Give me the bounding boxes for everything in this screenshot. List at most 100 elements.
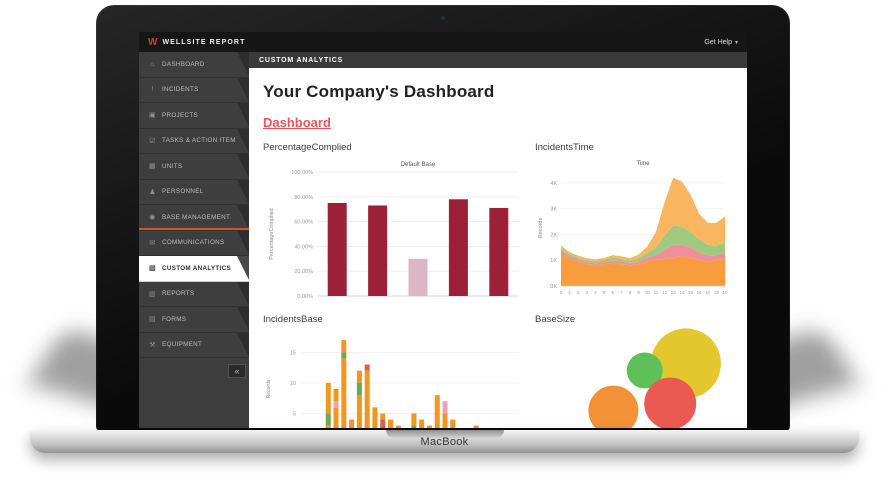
charts-grid: PercentageComplied Default Base Percentag… <box>263 142 733 428</box>
page-title: Your Company's Dashboard <box>263 82 495 101</box>
chevron-down-icon: ▾ <box>734 39 738 46</box>
svg-text:1: 1 <box>568 290 571 295</box>
svg-text:Default Base: Default Base <box>401 162 436 168</box>
svg-text:2: 2 <box>577 290 580 295</box>
sidebar-item-reports[interactable]: ▥ REPORTS <box>139 281 249 307</box>
dashboard-link[interactable]: Dashboard <box>263 115 331 130</box>
app-body: ⌂ DASHBOARD ! INCIDENTS ▣ PROJECTS ☑ TAS… <box>139 52 747 428</box>
sidebar-item-tasks-action-items[interactable]: ☑ TASKS & ACTION ITEMS <box>139 128 249 154</box>
home-icon: ⌂ <box>150 60 155 68</box>
chart-title: IncidentsBase <box>263 314 323 325</box>
svg-text:3: 3 <box>586 290 589 295</box>
device-label: MacBook <box>420 435 469 448</box>
report-icon: ▥ <box>149 290 156 298</box>
sidebar-item-label: COMMUNICATIONS <box>162 239 225 247</box>
svg-text:13: 13 <box>671 290 677 295</box>
svg-text:4: 4 <box>594 290 597 295</box>
svg-text:Time: Time <box>636 161 650 167</box>
svg-text:12: 12 <box>662 290 668 295</box>
chart-title: BaseSize <box>535 314 576 325</box>
brand-name: WELLSITE REPORT <box>162 38 246 46</box>
svg-text:40.00%: 40.00% <box>294 244 313 250</box>
sidebar-item-dashboard[interactable]: ⌂ DASHBOARD <box>139 52 249 78</box>
alert-icon: ! <box>151 86 154 94</box>
sidebar-item-label: INCIDENTS <box>162 86 199 94</box>
sidebar-collapse-button[interactable]: « <box>228 364 246 378</box>
svg-text:7: 7 <box>620 290 623 295</box>
laptop-base: MacBook <box>30 430 859 453</box>
incidentsbase-chart[interactable]: Records 5 10 15 <box>263 328 523 428</box>
svg-text:5: 5 <box>293 411 296 417</box>
get-help-menu[interactable]: Get Help ▾ <box>704 39 738 46</box>
sidebar-item-projects[interactable]: ▣ PROJECTS <box>139 103 249 129</box>
svg-text:15: 15 <box>290 350 296 356</box>
page-header-title: CUSTOM ANALYTICS <box>259 56 344 64</box>
svg-text:80.00%: 80.00% <box>294 195 313 201</box>
sidebar-item-units[interactable]: ▦ UNITS <box>139 154 249 180</box>
sidebar-item-label: UNITS <box>162 162 183 170</box>
main-column: CUSTOM ANALYTICS Your Company's Dashboar… <box>249 52 747 428</box>
svg-text:1K: 1K <box>550 258 557 264</box>
laptop-bezel: W WELLSITE REPORT Get Help ▾ ⌂ DASHBOARD… <box>96 5 790 432</box>
basesize-chart[interactable] <box>535 328 731 428</box>
svg-text:20.00%: 20.00% <box>294 269 313 275</box>
svg-text:15: 15 <box>688 290 694 295</box>
sidebar-item-custom-analytics[interactable]: ▧ CUSTOM ANALYTICS <box>139 256 249 282</box>
svg-text:16: 16 <box>697 290 703 295</box>
sidebar-item-label: PROJECTS <box>162 111 198 119</box>
sidebar-item-forms[interactable]: ▤ FORMS <box>139 307 249 333</box>
sidebar-item-label: CUSTOM ANALYTICS <box>162 264 231 272</box>
sidebar-item-label: FORMS <box>162 315 187 323</box>
form-icon: ▤ <box>149 316 156 324</box>
svg-text:0: 0 <box>560 290 563 295</box>
sidebar-item-label: PERSONNEL <box>162 188 204 196</box>
percentagecomplied-chart[interactable]: Default Base PercentageComplied 0.00% 20.00… <box>263 156 523 304</box>
svg-text:2K: 2K <box>550 232 557 238</box>
sidebar-item-label: BASE MANAGEMENT <box>162 213 231 221</box>
sidebar-item-personnel[interactable]: ♟ PERSONNEL <box>139 179 249 205</box>
svg-text:17: 17 <box>705 290 711 295</box>
wrench-icon: ⚒ <box>149 341 156 349</box>
chart-card-basesize: BaseSize <box>535 314 731 428</box>
svg-text:19: 19 <box>722 290 728 295</box>
svg-text:6: 6 <box>612 290 615 295</box>
svg-text:PercentageComplied: PercentageComplied <box>269 208 275 259</box>
sidebar-item-equipment[interactable]: ⚒ EQUIPMENT <box>139 332 249 358</box>
base-notch <box>385 430 504 438</box>
chart-card-percentagecomplied: PercentageComplied Default Base Percentag… <box>263 142 523 304</box>
svg-text:3K: 3K <box>550 207 557 213</box>
sidebar-item-label: TASKS & ACTION ITEMS <box>162 137 235 145</box>
chart-card-incidentsbase: IncidentsBase Records 5 10 15 <box>263 314 523 428</box>
app-window: W WELLSITE REPORT Get Help ▾ ⌂ DASHBOARD… <box>139 32 747 428</box>
units-icon: ▦ <box>149 163 156 171</box>
chart-title: IncidentsTime <box>535 142 594 153</box>
sidebar-item-incidents[interactable]: ! INCIDENTS <box>139 77 249 103</box>
chart-icon: ▧ <box>149 265 156 273</box>
svg-text:14: 14 <box>679 290 685 295</box>
get-help-label: Get Help <box>704 38 732 46</box>
svg-text:60.00%: 60.00% <box>294 220 313 226</box>
envelope-icon: ✉ <box>149 239 156 247</box>
svg-text:11: 11 <box>654 290 659 295</box>
location-icon: ◉ <box>149 214 156 222</box>
svg-text:18: 18 <box>714 290 720 295</box>
sidebar-item-communications[interactable]: ✉ COMMUNICATIONS <box>139 230 249 256</box>
svg-text:0.00%: 0.00% <box>297 294 313 300</box>
chart-card-incidentstime: IncidentsTime Time Records 0K 1K 2K 3K 4K 0 1 2 3 4… <box>535 142 731 304</box>
svg-text:5: 5 <box>603 290 606 295</box>
checklist-icon: ☑ <box>149 137 156 145</box>
svg-text:10: 10 <box>290 381 296 387</box>
sidebar: ⌂ DASHBOARD ! INCIDENTS ▣ PROJECTS ☑ TAS… <box>139 52 249 428</box>
folder-icon: ▣ <box>149 112 156 120</box>
svg-text:8: 8 <box>629 290 632 295</box>
page-header: CUSTOM ANALYTICS <box>249 52 747 68</box>
content-area: Your Company's Dashboard Dashboard Perce… <box>249 68 747 428</box>
sidebar-item-label: REPORTS <box>162 290 195 298</box>
camera-icon <box>441 16 445 20</box>
svg-text:9: 9 <box>637 290 640 295</box>
chart-title: PercentageComplied <box>263 142 352 153</box>
svg-text:100.00%: 100.00% <box>291 170 313 176</box>
sidebar-item-base-management[interactable]: ◉ BASE MANAGEMENT <box>139 205 249 231</box>
